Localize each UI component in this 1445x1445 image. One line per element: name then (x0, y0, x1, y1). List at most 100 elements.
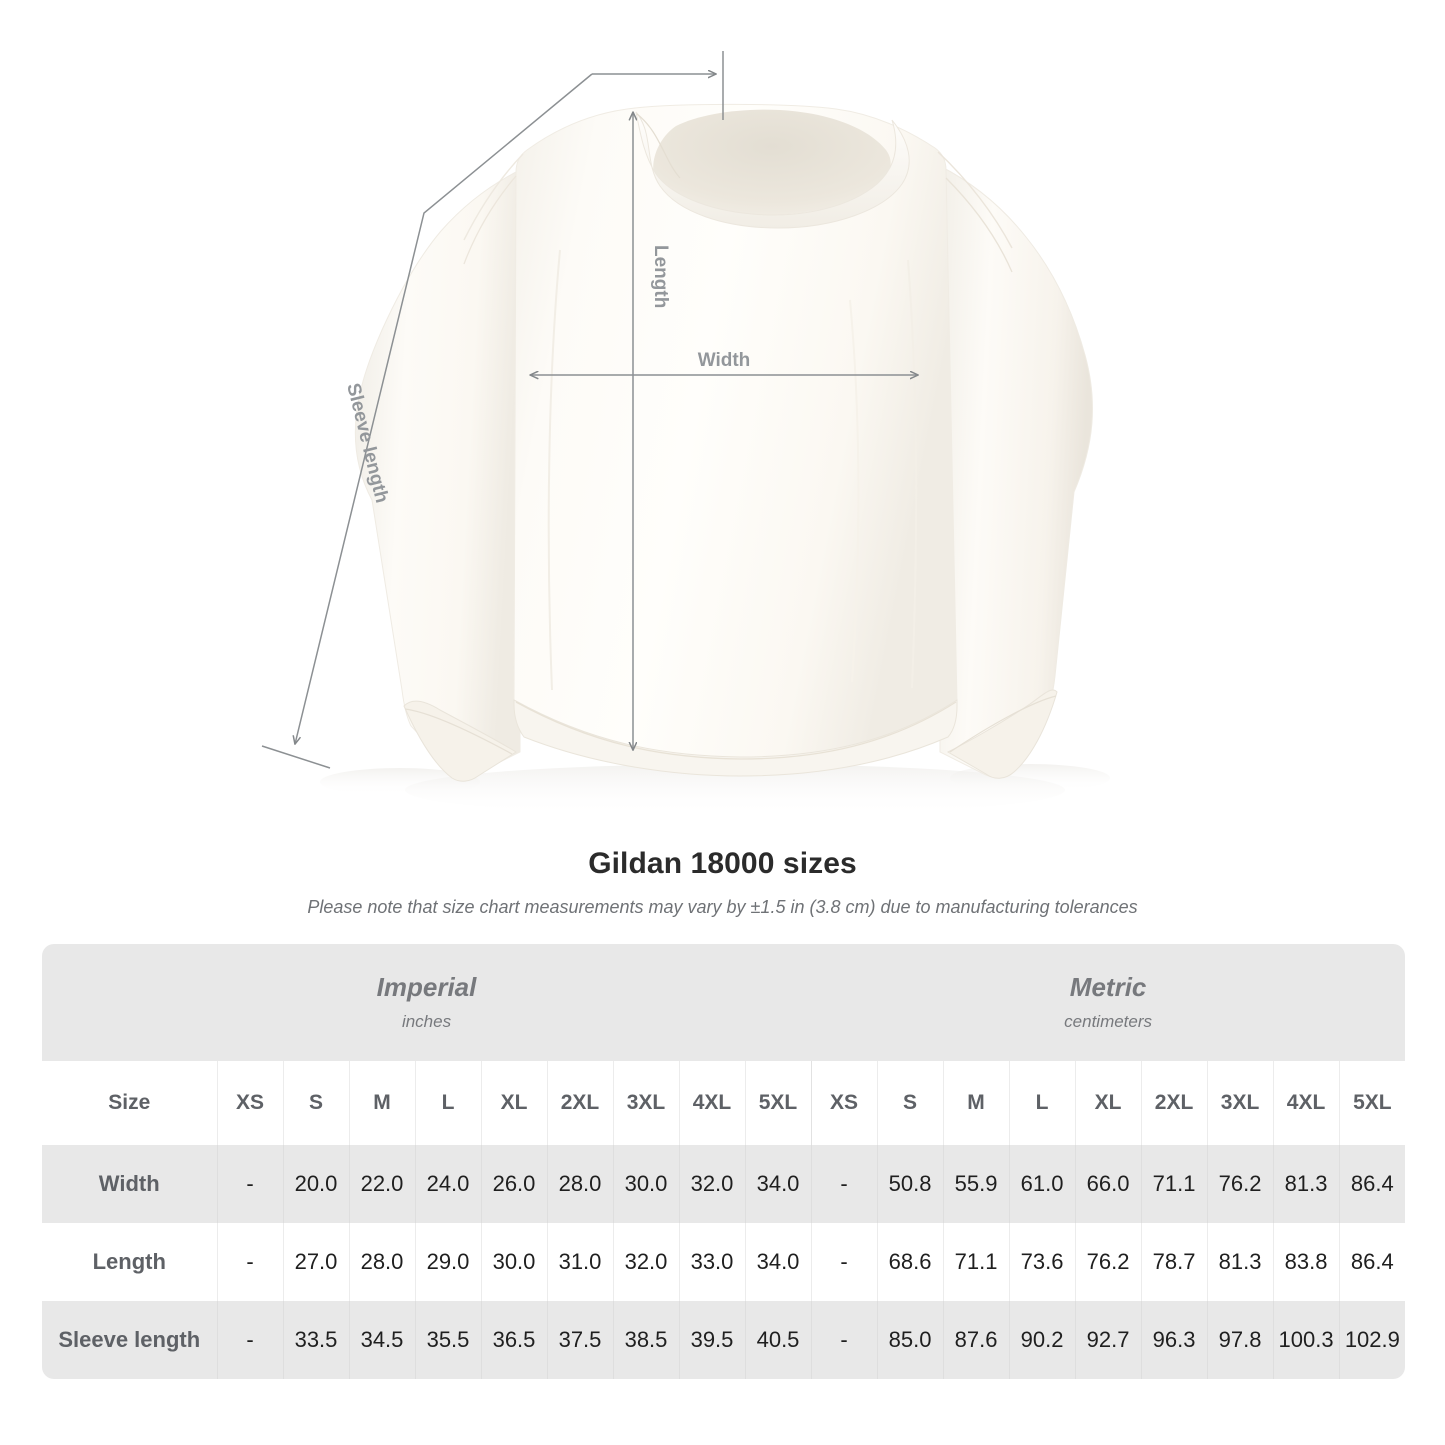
table-row: Sleeve length - 33.5 34.5 35.5 36.5 37.5… (42, 1301, 1406, 1379)
cell-width-metric-s: 50.8 (876, 1145, 944, 1223)
cell-length-imperial-s: 27.0 (282, 1223, 349, 1301)
size-header-imperial-4xl: 4XL (678, 1061, 745, 1145)
cell-length-metric-xs: - (810, 1223, 878, 1301)
size-header-imperial-xs: XS (216, 1061, 283, 1145)
cell-length-imperial-3xl: 32.0 (612, 1223, 679, 1301)
size-header-metric-4xl: 4XL (1272, 1061, 1340, 1145)
body-fold-center (849, 299, 860, 683)
tolerance-note: Please note that size chart measurements… (307, 897, 1138, 917)
cell-length-metric-3xl: 81.3 (1206, 1223, 1274, 1301)
size-header-imperial-5xl: 5XL (744, 1061, 812, 1145)
cell-sleeve-imperial-xl: 36.5 (480, 1301, 547, 1379)
cell-length-imperial-xs: - (216, 1223, 283, 1301)
cell-sleeve-imperial-m: 34.5 (348, 1301, 415, 1379)
collar-rib (635, 111, 910, 229)
unit-group-imperial-sub: inches (401, 1012, 452, 1032)
cell-width-imperial-5xl: 34.0 (744, 1145, 812, 1223)
cell-width-imperial-4xl: 32.0 (678, 1145, 745, 1223)
size-header-imperial-xl: XL (480, 1061, 547, 1145)
cell-sleeve-imperial-l: 35.5 (414, 1301, 481, 1379)
cell-width-metric-l: 61.0 (1008, 1145, 1076, 1223)
size-header-metric-2xl: 2XL (1140, 1061, 1208, 1145)
cell-width-imperial-2xl: 28.0 (546, 1145, 613, 1223)
left-armhole-seam (463, 175, 517, 265)
cell-width-metric-xl: 66.0 (1074, 1145, 1142, 1223)
garment-shadow (320, 764, 1110, 816)
cell-width-metric-m: 55.9 (942, 1145, 1010, 1223)
cell-sleeve-metric-m: 87.6 (942, 1301, 1010, 1379)
row-label-sleeve-length: Sleeve length (42, 1301, 217, 1379)
cell-width-metric-5xl: 86.4 (1338, 1145, 1406, 1223)
cell-sleeve-imperial-2xl: 37.5 (546, 1301, 613, 1379)
size-header-metric-xs: XS (810, 1061, 878, 1145)
right-shoulder-seam (937, 151, 1013, 249)
cell-width-imperial-xl: 26.0 (480, 1145, 547, 1223)
hem-seam (515, 701, 957, 760)
garment-measurement-diagram: Length Width Sleeve length (261, 51, 1110, 816)
measurement-lines (261, 51, 918, 769)
unit-group-metric-sub: centimeters (1064, 1012, 1153, 1032)
size-header-imperial-s: S (282, 1061, 349, 1145)
sleeve-end-tick (261, 745, 331, 769)
cell-sleeve-metric-5xl: 102.9 (1338, 1301, 1406, 1379)
cell-length-imperial-2xl: 31.0 (546, 1223, 613, 1301)
cell-width-imperial-3xl: 30.0 (612, 1145, 679, 1223)
unit-group-imperial: Imperial inches (42, 944, 812, 1061)
cell-length-metric-5xl: 86.4 (1338, 1223, 1406, 1301)
cell-length-metric-4xl: 83.8 (1272, 1223, 1340, 1301)
right-cuff (946, 689, 1058, 779)
cell-sleeve-imperial-4xl: 39.5 (678, 1301, 745, 1379)
cell-length-imperial-4xl: 33.0 (678, 1223, 745, 1301)
cell-sleeve-metric-s: 85.0 (876, 1301, 944, 1379)
size-header-metric-5xl: 5XL (1338, 1061, 1406, 1145)
cell-sleeve-imperial-3xl: 38.5 (612, 1301, 679, 1379)
cell-length-metric-xl: 76.2 (1074, 1223, 1142, 1301)
page-title: Gildan 18000 sizes (588, 847, 857, 880)
cell-length-metric-m: 71.1 (942, 1223, 1010, 1301)
cell-sleeve-metric-xl: 92.7 (1074, 1301, 1142, 1379)
right-sleeve (939, 165, 1093, 778)
cell-sleeve-metric-l: 90.2 (1008, 1301, 1076, 1379)
cell-length-metric-2xl: 78.7 (1140, 1223, 1208, 1301)
size-header-metric-m: M (942, 1061, 1010, 1145)
cell-width-metric-2xl: 71.1 (1140, 1145, 1208, 1223)
cell-sleeve-metric-2xl: 96.3 (1140, 1301, 1208, 1379)
cell-length-imperial-xl: 30.0 (480, 1223, 547, 1301)
right-armhole-seam (945, 177, 1013, 273)
cell-width-imperial-s: 20.0 (282, 1145, 349, 1223)
size-header-imperial-2xl: 2XL (546, 1061, 613, 1145)
cell-length-metric-s: 68.6 (876, 1223, 944, 1301)
cell-sleeve-imperial-5xl: 40.5 (744, 1301, 812, 1379)
row-label-width: Width (42, 1145, 217, 1223)
cell-length-metric-l: 73.6 (1008, 1223, 1076, 1301)
corner-header: Size (42, 1061, 217, 1145)
body-fold-right (907, 259, 918, 689)
cell-sleeve-metric-4xl: 100.3 (1272, 1301, 1340, 1379)
cell-length-imperial-5xl: 34.0 (744, 1223, 812, 1301)
sleeve-length-leader (295, 73, 593, 744)
cell-sleeve-metric-xs: - (810, 1301, 878, 1379)
cell-width-metric-3xl: 76.2 (1206, 1145, 1274, 1223)
cell-width-imperial-l: 24.0 (414, 1145, 481, 1223)
size-header-metric-xl: XL (1074, 1061, 1142, 1145)
body-fold-left (547, 249, 561, 691)
length-label: Length (650, 245, 671, 308)
cell-sleeve-metric-3xl: 97.8 (1206, 1301, 1274, 1379)
left-cuff (403, 700, 517, 782)
cell-sleeve-imperial-s: 33.5 (282, 1301, 349, 1379)
left-shoulder-seam (463, 153, 524, 241)
cell-length-imperial-m: 28.0 (348, 1223, 415, 1301)
sweatshirt-illustration (354, 103, 1093, 782)
table-row: Width - 20.0 22.0 24.0 26.0 28.0 30.0 32… (42, 1145, 1406, 1223)
size-header-imperial-3xl: 3XL (612, 1061, 679, 1145)
unit-banner-row: Imperial inches Metric centimeters (42, 944, 1406, 1061)
right-cuff-seam (949, 695, 1057, 753)
neck-opening (653, 109, 891, 216)
cell-sleeve-imperial-xs: - (216, 1301, 283, 1379)
bottom-hem (513, 699, 958, 777)
size-header-metric-l: L (1008, 1061, 1076, 1145)
collar-outer-edge (636, 113, 681, 179)
cell-width-metric-xs: - (810, 1145, 878, 1223)
unit-group-metric: Metric centimeters (811, 944, 1406, 1061)
